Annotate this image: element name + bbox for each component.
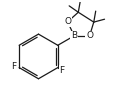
Text: B: B (71, 31, 77, 40)
Text: O: O (86, 31, 93, 40)
Text: O: O (64, 17, 71, 26)
Text: F: F (11, 62, 16, 71)
Text: F: F (60, 66, 65, 75)
